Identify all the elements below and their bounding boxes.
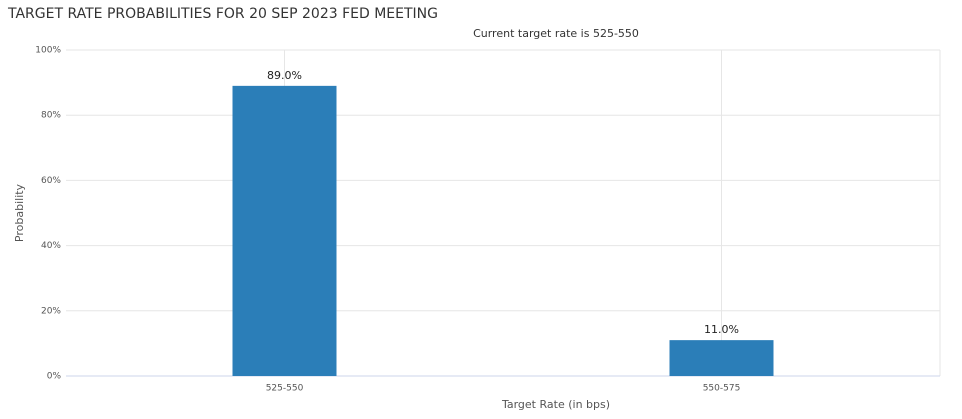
chart-title: TARGET RATE PROBABILITIES FOR 20 SEP 202… [7, 6, 438, 22]
y-tick-label: 0% [47, 372, 62, 382]
data-label: 11.0% [704, 323, 739, 336]
x-tick-label: 525-550 [266, 384, 304, 394]
y-tick-label: 40% [41, 241, 61, 251]
data-label: 89.0% [267, 69, 302, 82]
y-tick-label: 80% [41, 111, 61, 121]
x-axis-title: Target Rate (in bps) [501, 398, 610, 411]
y-tick-label: 60% [41, 176, 61, 186]
bar [232, 85, 337, 377]
y-axis-title: Probability [13, 183, 26, 242]
y-tick-label: 100% [35, 46, 61, 56]
chart-subtitle: Current target rate is 525-550 [473, 27, 639, 40]
bar [669, 340, 774, 376]
y-tick-label: 20% [41, 306, 61, 316]
x-tick-label: 550-575 [703, 384, 741, 394]
